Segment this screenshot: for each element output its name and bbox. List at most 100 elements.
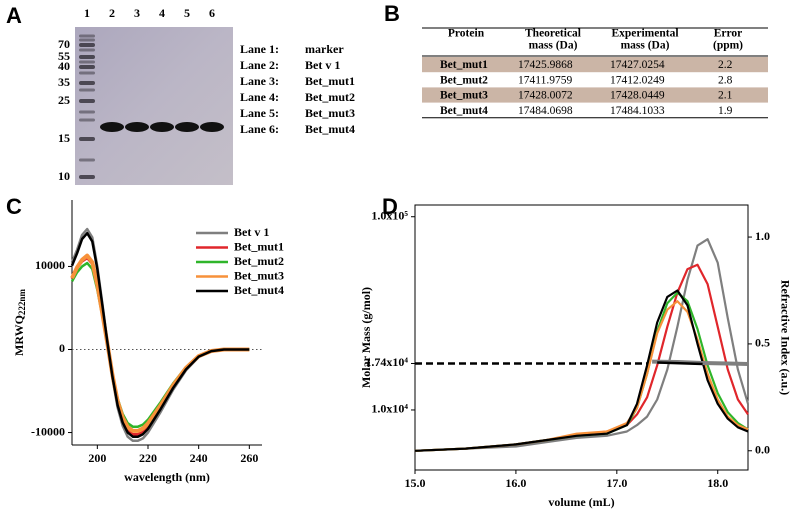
y2-axis-label: Refractive Index (a.u.) [778,280,792,395]
lane-legend-value: Bet v 1 [305,58,340,72]
y-tick-label: 1.0x10⁴ [371,402,408,416]
marker-band [79,71,95,75]
table-cell: 2.8 [718,74,733,86]
table-header: Error [714,28,743,40]
table-cell: 17484.0698 [518,105,573,117]
y2-tick-label: 0.5 [755,336,770,350]
table-cell: 2.2 [718,59,733,71]
marker-label: 10 [58,169,70,183]
marker-band [79,43,95,47]
marker-band [79,48,95,52]
lane-legend-key: Lane 1: [240,42,279,56]
y-axis-label-main: MRWQ [12,315,26,356]
table-cell: 17411.9759 [518,74,572,86]
table-cell: Bet_mut1 [440,59,488,71]
marker-band [79,55,95,59]
lane-legend-key: Lane 3: [240,74,279,88]
marker-label: 25 [58,93,70,107]
y-tick-label: 1.74x10⁴ [365,355,408,369]
table-cell: 2.1 [718,90,733,102]
table-cell: Bet_mut4 [440,105,488,117]
lane-legend-value: Bet_mut3 [305,106,355,120]
y2-tick-label: 0.0 [755,443,770,457]
y-tick-label: 10000 [35,258,65,272]
gel-image [75,27,233,185]
marker-band [79,158,95,162]
panel-label: B [384,1,400,26]
marker-band [79,81,95,85]
marker-band [79,99,95,103]
plot-frame [414,204,749,471]
marker-band [79,34,95,38]
marker-band [79,38,95,42]
legend-label: Bet_mut4 [234,283,284,297]
table-row-shade [422,87,768,103]
lane-number: 5 [184,6,190,20]
marker-label: 70 [58,37,70,51]
x-tick-label: 17.0 [606,476,627,490]
marker-label: 15 [58,131,70,145]
table-cell: 17425.9868 [518,59,573,71]
marker-band [79,60,95,64]
lane-number: 4 [159,6,165,20]
lane-number: 6 [209,6,215,20]
x-tick-label: 200 [88,451,106,465]
table-cell: 17427.0254 [610,59,665,71]
protein-band [175,122,199,132]
table-header: (ppm) [713,40,743,52]
lane-legend-key: Lane 6: [240,122,279,136]
lane-legend-value: marker [305,42,344,56]
series-line [414,291,749,452]
legend-label: Bet_mut3 [234,268,284,282]
panel-label: C [6,194,22,219]
protein-band [125,122,149,132]
table-cell: 17412.0249 [610,74,665,86]
x-tick-label: 15.0 [405,476,426,490]
table-cell: 17428.0072 [518,90,573,102]
y-axis-label: MRWQ222nm [12,289,27,356]
lane-number: 2 [109,6,115,20]
x-tick-label: 220 [139,451,157,465]
x-tick-label: 16.0 [505,476,526,490]
table-cell: 1.9 [718,105,733,117]
table-header: mass (Da) [529,40,578,52]
series-line [414,289,749,452]
y2-tick-label: 1.0 [755,229,770,243]
lane-legend-value: Bet_mut4 [305,122,355,136]
x-axis-label: wavelength (nm) [124,470,210,484]
table-cell: Bet_mut2 [440,74,488,86]
x-axis-label: volume (mL) [548,495,614,509]
lane-legend-value: Bet_mut1 [305,74,355,88]
series-line [657,361,703,366]
legend-label: Bet_mut1 [234,239,284,253]
lane-number: 1 [84,6,90,20]
series-line [70,231,250,438]
protein-band [100,122,124,132]
x-tick-label: 240 [190,451,208,465]
legend-label: Bet v 1 [234,225,269,239]
table-header: Experimental [611,28,678,40]
lane-legend-key: Lane 4: [240,90,279,104]
y-tick-label: -10000 [31,424,65,438]
legend-label: Bet_mut2 [234,254,284,268]
lane-legend-key: Lane 5: [240,106,279,120]
lane-legend-value: Bet_mut2 [305,90,355,104]
panel-label: A [6,3,22,28]
lane-number: 3 [134,6,140,20]
table-row-shade [422,57,768,73]
y-axis-label-sub: 222nm [17,289,27,316]
marker-band [79,88,95,92]
series-line [414,300,749,452]
protein-band [150,122,174,132]
x-tick-label: 260 [240,451,258,465]
y-tick-label: 1.0x10⁵ [371,208,408,222]
y-axis-label-main: Molar Mass (g/mol) [359,287,373,388]
marker-band [79,137,95,141]
marker-band [79,175,95,179]
table-header: Protein [448,28,485,40]
